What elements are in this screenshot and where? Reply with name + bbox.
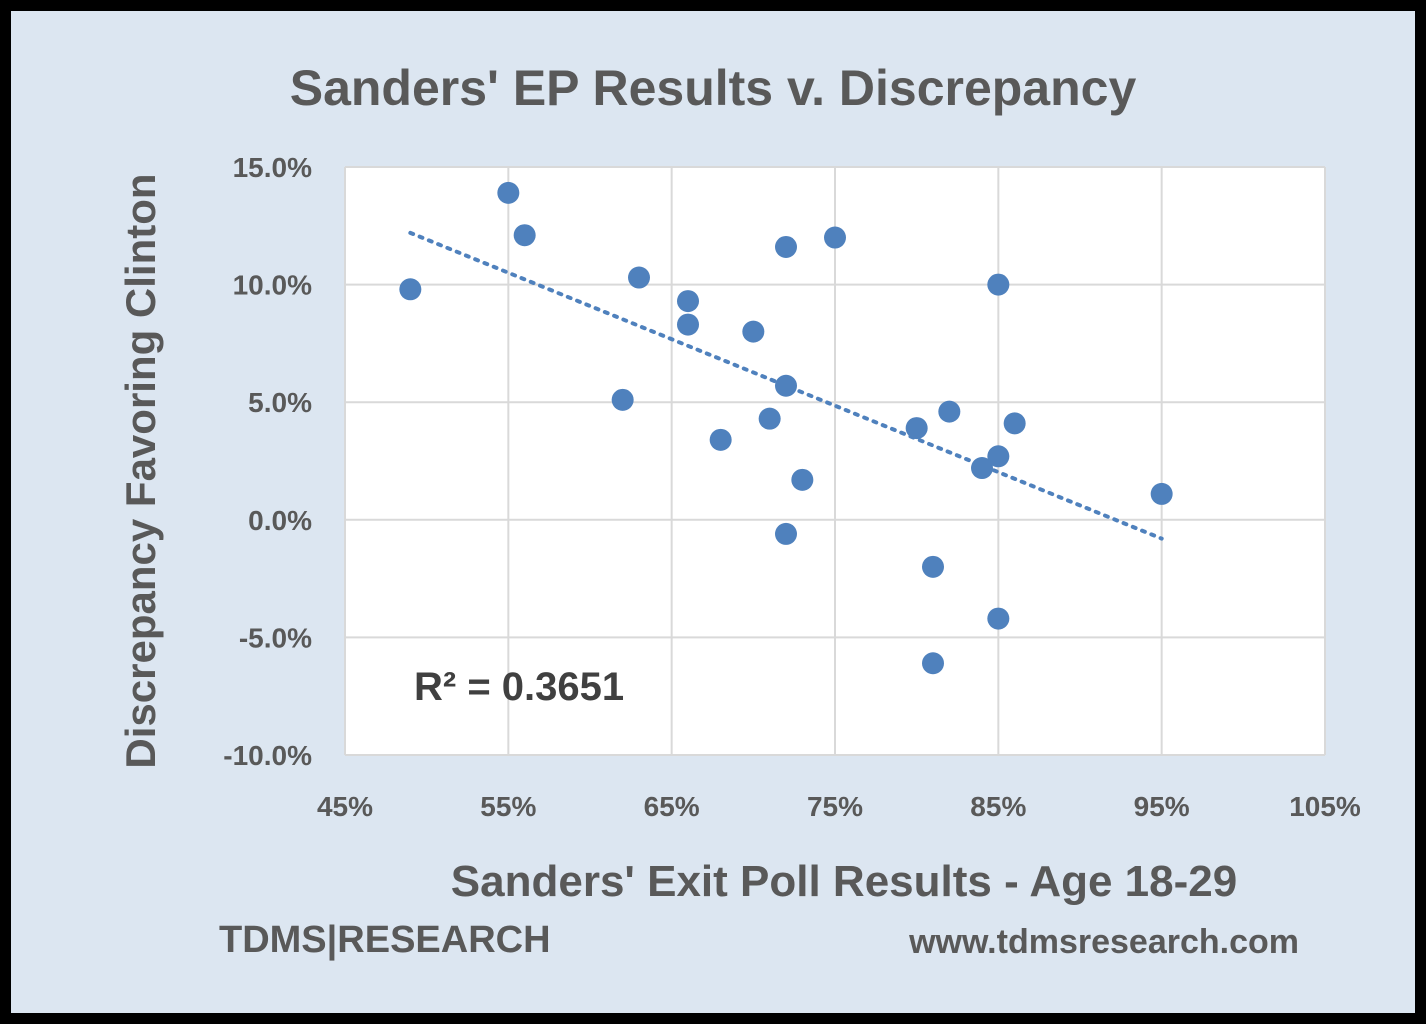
data-point bbox=[987, 273, 1010, 296]
data-point bbox=[987, 445, 1010, 468]
x-tick-label: 85% bbox=[970, 791, 1026, 822]
data-point bbox=[399, 278, 422, 301]
data-point bbox=[677, 313, 699, 336]
gridlines bbox=[344, 166, 1326, 756]
y-tick-label: 0.0% bbox=[248, 505, 312, 536]
data-point bbox=[742, 320, 765, 343]
data-point bbox=[824, 226, 846, 249]
data-point bbox=[677, 290, 699, 313]
x-tick-label: 95% bbox=[1134, 791, 1190, 822]
data-point bbox=[709, 428, 732, 451]
data-point bbox=[628, 266, 650, 289]
chart-title: Sanders' EP Results v. Discrepancy bbox=[289, 60, 1137, 116]
data-point bbox=[938, 400, 961, 423]
x-axis-label: Sanders' Exit Poll Results - Age 18-29 bbox=[450, 857, 1238, 906]
data-point bbox=[611, 388, 634, 411]
data-point bbox=[758, 407, 781, 430]
data-point bbox=[497, 181, 520, 204]
website-label: www.tdmsresearch.com bbox=[909, 923, 1299, 961]
x-tick-label: 45% bbox=[317, 791, 373, 822]
x-tick-label: 65% bbox=[644, 791, 700, 822]
x-tick-label: 105% bbox=[1289, 791, 1361, 822]
data-point bbox=[775, 235, 797, 258]
y-tick-label: 10.0% bbox=[233, 270, 312, 301]
data-point bbox=[987, 607, 1010, 630]
data-point bbox=[775, 522, 797, 545]
data-point bbox=[922, 555, 944, 578]
data-point bbox=[971, 457, 993, 480]
x-tick-label: 55% bbox=[480, 791, 536, 822]
data-point bbox=[791, 468, 814, 491]
data-point bbox=[775, 374, 797, 397]
y-tick-labels: 15.0% 10.0% 5.0% 0.0% -5.0% -10.0% bbox=[223, 152, 312, 771]
data-point bbox=[922, 652, 944, 675]
y-tick-label: 15.0% bbox=[233, 152, 312, 183]
brand-label: TDMS|RESEARCH bbox=[219, 919, 551, 961]
x-tick-label: 75% bbox=[807, 791, 863, 822]
data-point bbox=[905, 417, 928, 440]
y-tick-label: -10.0% bbox=[223, 740, 312, 771]
data-points bbox=[399, 181, 1173, 675]
r-squared-label: R² = 0.3651 bbox=[414, 665, 624, 709]
data-point bbox=[1150, 482, 1173, 505]
y-tick-label: -5.0% bbox=[239, 622, 312, 653]
data-point bbox=[1003, 412, 1026, 435]
x-tick-labels: 45% 55% 65% 75% 85% 95% 105% bbox=[317, 791, 1361, 822]
y-tick-label: 5.0% bbox=[248, 387, 312, 418]
data-point bbox=[513, 224, 536, 247]
